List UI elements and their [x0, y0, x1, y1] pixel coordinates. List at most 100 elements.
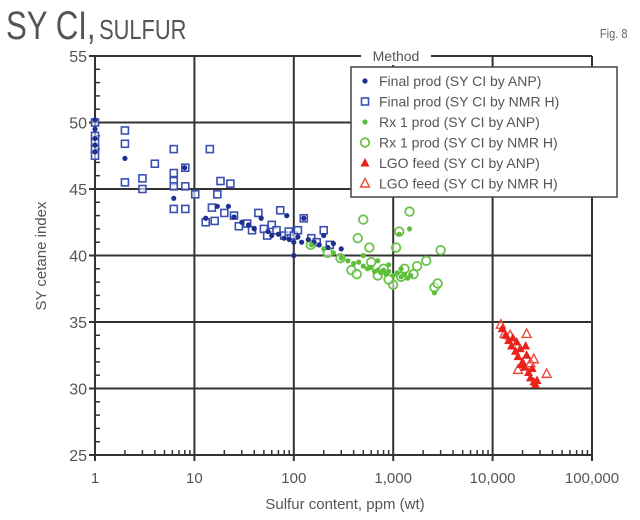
data-point	[269, 232, 275, 239]
data-point	[319, 225, 329, 235]
data-point	[338, 255, 344, 261]
series-1	[90, 118, 335, 250]
data-point	[512, 336, 522, 346]
data-point	[386, 268, 392, 275]
data-point	[501, 330, 511, 339]
data-point	[245, 222, 252, 228]
data-point	[351, 260, 357, 267]
data-point	[169, 144, 179, 154]
data-point	[120, 139, 130, 149]
legend-marker	[362, 78, 368, 84]
data-point	[404, 206, 415, 217]
x-tick-label: 1,000	[374, 470, 412, 487]
series-3	[305, 206, 446, 293]
data-point	[92, 126, 98, 132]
data-point	[316, 242, 322, 248]
data-point	[293, 225, 303, 235]
data-point	[295, 234, 301, 240]
data-point	[345, 258, 351, 264]
data-point	[352, 233, 363, 244]
data-point	[507, 340, 517, 350]
y-tick-label: 35	[69, 315, 87, 332]
data-point	[214, 203, 220, 209]
data-point	[231, 214, 237, 220]
data-point	[207, 203, 217, 212]
data-point	[406, 226, 413, 232]
data-point	[239, 219, 245, 225]
data-point	[181, 182, 190, 191]
data-point	[386, 262, 392, 268]
data-point	[532, 375, 542, 385]
data-point	[541, 367, 553, 379]
data-point	[92, 142, 98, 148]
data-point	[330, 250, 336, 256]
series-4	[497, 323, 542, 389]
data-point	[210, 216, 219, 226]
legend-item: Final prod (SY CI by NMR H)	[360, 94, 559, 110]
legend-marker	[360, 158, 370, 167]
data-point	[251, 226, 257, 232]
data-point	[431, 290, 438, 296]
x-tick-label: 100	[281, 470, 306, 487]
legend-marker	[359, 137, 371, 148]
legend-item: Rx 1 prod (SY CI by NMR H)	[359, 135, 558, 151]
data-point	[205, 144, 215, 154]
data-point	[171, 195, 177, 201]
data-point	[203, 215, 209, 221]
data-point	[305, 236, 311, 243]
data-point	[522, 350, 532, 359]
y-axis-label: SY cetane index	[33, 201, 50, 310]
y-tick-label: 30	[69, 382, 87, 399]
data-point	[394, 270, 400, 276]
legend-item: LGO feed (SY CI by NMR H)	[359, 176, 558, 192]
data-point	[169, 168, 179, 178]
data-point	[225, 203, 232, 209]
data-point	[512, 363, 524, 375]
data-point	[432, 278, 443, 289]
data-point	[360, 263, 366, 269]
data-point	[516, 359, 526, 369]
data-point	[513, 351, 523, 361]
data-point	[398, 266, 404, 272]
chart-title-sub: SULFUR	[99, 14, 187, 45]
y-tick-label: 45	[69, 182, 87, 199]
data-point	[308, 242, 314, 248]
data-point	[169, 182, 179, 191]
data-points	[90, 117, 553, 389]
data-point	[321, 232, 327, 239]
legend-box	[350, 66, 618, 198]
legend-label: LGO feed (SY CI by NMR H)	[379, 176, 558, 192]
axes: 25 30 35 40 45 50 55 1 10 100 1,000 10,000 100,000	[69, 49, 619, 487]
x-tick-label: 10	[186, 470, 203, 487]
legend-item: Rx 1 prod (SY CI by ANP)	[362, 114, 540, 130]
data-point	[299, 239, 305, 245]
legend-label: Rx 1 prod (SY CI by NMR H)	[379, 135, 558, 151]
data-point	[435, 244, 446, 256]
data-point	[182, 165, 188, 171]
data-point	[267, 220, 277, 230]
data-point	[286, 236, 292, 243]
data-point	[234, 221, 244, 231]
legend-item: Final prod (SY CI by ANP)	[362, 73, 541, 89]
data-point	[527, 363, 537, 373]
data-point	[520, 327, 533, 339]
data-point	[497, 323, 507, 333]
data-point	[120, 126, 130, 135]
data-point	[380, 267, 387, 273]
y-tick-label: 40	[69, 249, 87, 266]
data-point	[122, 155, 128, 162]
legend-title: Method	[373, 48, 420, 64]
y-tick-label: 25	[69, 448, 87, 465]
data-point	[408, 272, 414, 279]
data-point	[92, 117, 98, 123]
data-point	[524, 356, 537, 368]
data-point	[321, 246, 327, 252]
y-tick-label: 50	[69, 116, 87, 133]
legend-label: Rx 1 prod (SY CI by ANP)	[379, 114, 540, 130]
data-point	[528, 352, 540, 364]
x-tick-label: 100,000	[565, 470, 619, 487]
legend: Method Final prod (SY CI by ANP) Final pro…	[350, 47, 618, 198]
data-point	[291, 252, 297, 259]
data-point	[515, 343, 525, 353]
